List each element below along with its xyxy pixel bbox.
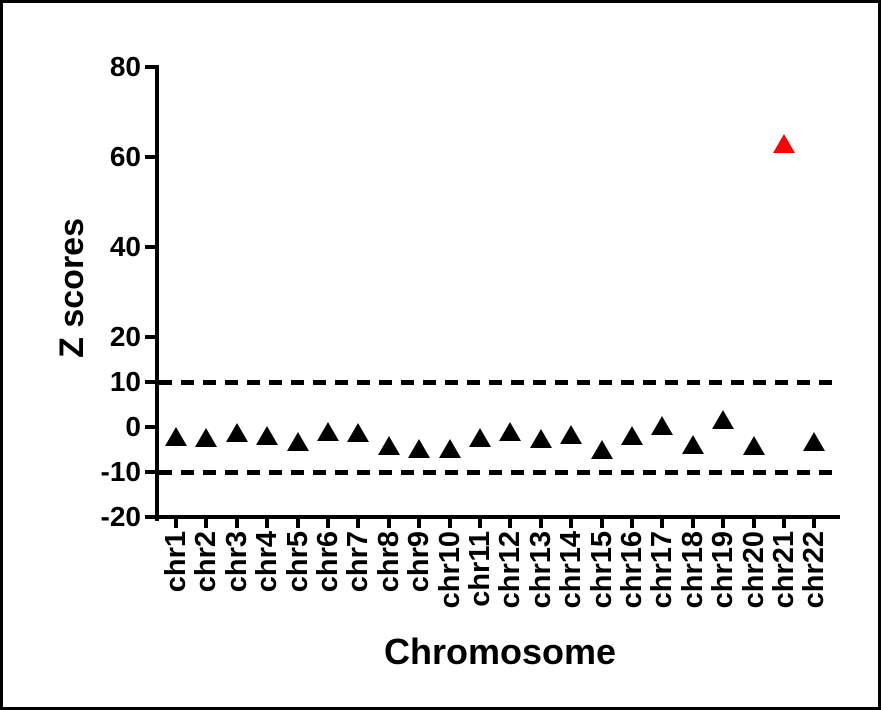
x-tick — [295, 519, 300, 528]
x-tick-label: chr11 — [464, 531, 496, 607]
x-tick — [690, 519, 695, 528]
data-point-chr20 — [742, 436, 765, 456]
data-point-chr7 — [347, 422, 370, 442]
data-point-chr8 — [377, 435, 400, 455]
data-point-chr18 — [681, 434, 704, 454]
x-tick — [417, 519, 422, 528]
x-tick-label: chr7 — [342, 531, 375, 593]
y-tick — [145, 470, 155, 474]
x-tick — [326, 519, 330, 528]
x-tick — [478, 519, 482, 528]
x-tick-label: chr22 — [798, 531, 831, 609]
x-tick — [508, 519, 513, 528]
data-point-chr6 — [317, 421, 339, 441]
x-tick-label: chr12 — [494, 531, 527, 609]
x-tick-label: chr14 — [555, 531, 588, 609]
y-axis-line — [155, 65, 159, 521]
x-tick-label: chr9 — [403, 531, 436, 593]
data-point-chr14 — [560, 425, 583, 445]
y-axis-title: Z scores — [53, 218, 91, 358]
y-tick-label: 80 — [109, 51, 141, 82]
x-tick-label: chr13 — [524, 531, 557, 609]
x-tick-label: chr6 — [312, 531, 344, 593]
y-tick — [145, 515, 155, 519]
y-tick-label: 10 — [109, 366, 141, 397]
x-tick — [538, 519, 543, 528]
x-tick — [721, 519, 726, 528]
data-point-chr2 — [195, 428, 218, 448]
x-tick-label: chr16 — [616, 531, 648, 609]
x-tick-label: chr3 — [220, 531, 253, 593]
x-tick — [356, 519, 361, 528]
y-tick-label: 0 — [125, 411, 141, 442]
x-tick — [174, 519, 178, 528]
y-tick-label: -20 — [100, 501, 141, 532]
data-point-chr16 — [621, 426, 643, 446]
x-axis-line — [155, 515, 840, 519]
y-tick-label: 20 — [109, 321, 141, 352]
data-point-chr15 — [590, 439, 613, 459]
x-tick — [782, 519, 786, 528]
x-tick-label: chr4 — [251, 531, 284, 593]
data-point-chr13 — [529, 428, 552, 448]
threshold-line — [159, 470, 835, 475]
x-tick — [660, 519, 665, 528]
x-tick — [812, 519, 817, 528]
x-tick-label: chr1 — [160, 531, 192, 593]
x-tick — [599, 519, 604, 528]
x-tick — [447, 519, 452, 528]
y-tick — [145, 380, 155, 384]
x-tick — [751, 519, 756, 528]
data-point-chr19 — [712, 409, 735, 429]
x-tick — [204, 519, 209, 528]
x-tick-label: chr21 — [768, 531, 800, 609]
data-point-chr17 — [651, 416, 674, 436]
y-tick — [145, 245, 155, 249]
y-tick-label: 60 — [109, 141, 141, 172]
x-tick — [630, 519, 634, 528]
data-point-chr3 — [225, 423, 248, 443]
data-point-chr11 — [469, 427, 491, 447]
data-point-chr12 — [499, 422, 522, 442]
x-tick-label: chr10 — [433, 531, 466, 609]
x-tick-label: chr2 — [190, 531, 223, 593]
x-axis-title: Chromosome — [383, 631, 617, 672]
x-tick — [386, 519, 391, 528]
y-tick — [145, 155, 155, 159]
x-tick-label: chr15 — [585, 531, 618, 609]
x-tick — [265, 519, 270, 528]
x-tick-label: chr17 — [646, 531, 679, 609]
data-point-chr21 — [773, 133, 795, 153]
y-tick — [145, 425, 155, 429]
x-tick-label: chr5 — [281, 531, 314, 593]
x-tick-label: chr19 — [707, 531, 740, 609]
x-tick — [569, 519, 574, 528]
data-point-chr5 — [286, 431, 309, 451]
plot-area: 80 60 40 20 10 0 -10 -20 chr1 chr2 chr3 chr4 chr5 chr… — [3, 3, 878, 707]
x-tick-label: chr8 — [372, 531, 405, 593]
y-tick — [145, 65, 155, 69]
threshold-line — [159, 380, 835, 385]
x-tick-label: chr18 — [676, 531, 709, 609]
data-point-chr22 — [803, 431, 826, 451]
x-tick — [234, 519, 239, 528]
data-point-chr1 — [165, 427, 187, 447]
y-tick-label: 40 — [109, 231, 141, 262]
data-point-chr9 — [408, 438, 431, 458]
y-tick — [145, 335, 155, 339]
data-point-chr4 — [256, 426, 279, 446]
y-tick-label: -10 — [100, 456, 141, 487]
data-point-chr10 — [438, 439, 461, 459]
x-tick-label: chr20 — [737, 531, 770, 609]
